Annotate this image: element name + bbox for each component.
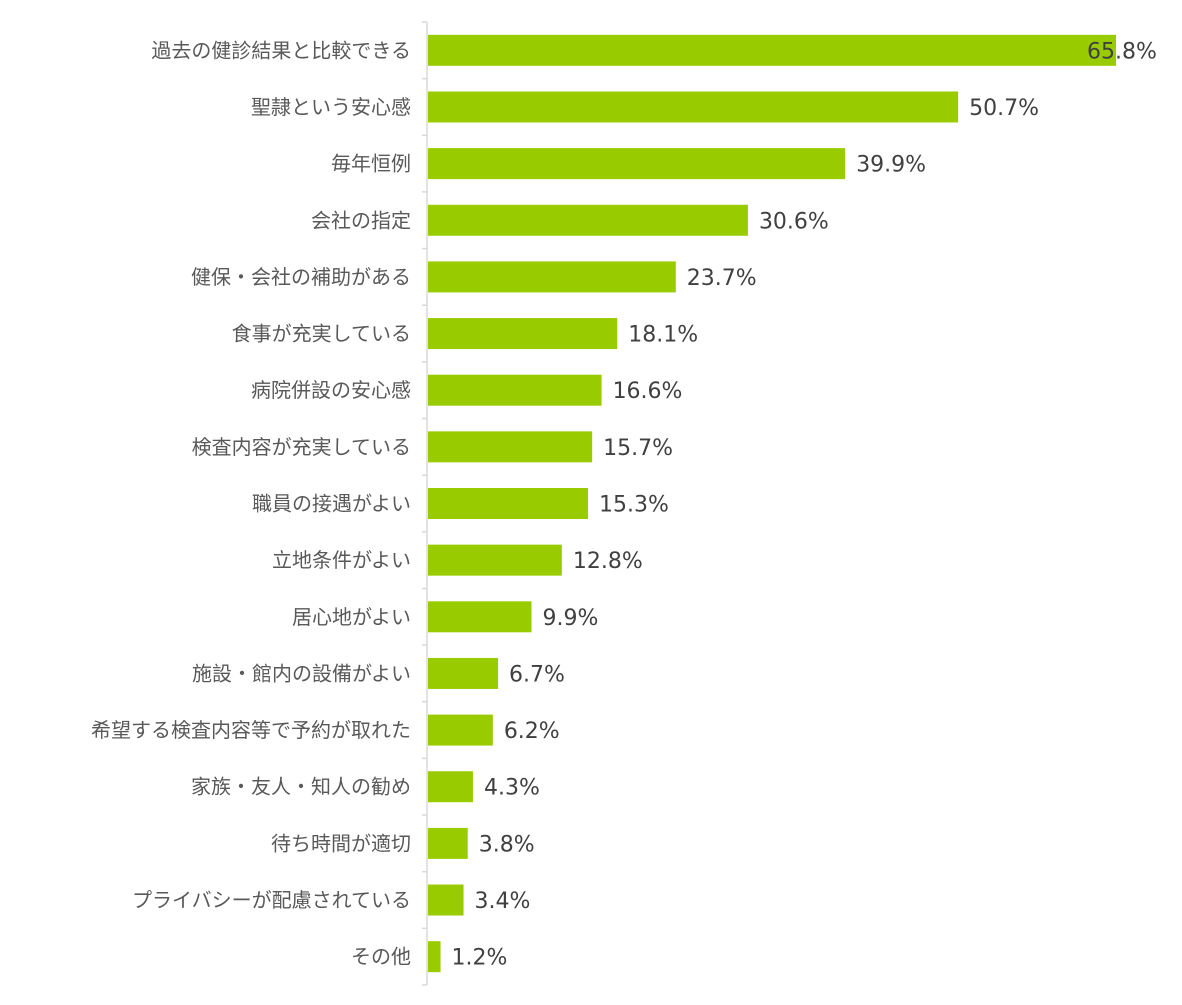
category-label: プライバシーが配慮されている xyxy=(132,888,411,912)
bar xyxy=(428,374,602,406)
bar xyxy=(428,204,748,236)
bar xyxy=(428,771,473,803)
data-label: 50.7% xyxy=(969,96,1039,121)
data-label: 1.2% xyxy=(452,946,508,971)
data-label: 30.6% xyxy=(759,209,829,234)
bar xyxy=(428,714,493,746)
bar xyxy=(428,91,959,123)
category-label: 立地条件がよい xyxy=(272,548,411,572)
category-label: 食事が充実している xyxy=(232,322,411,346)
category-label: 健保・会社の補助がある xyxy=(191,265,411,289)
bar xyxy=(428,488,588,519)
data-label: 3.8% xyxy=(479,832,535,857)
data-label: 65.8% xyxy=(1087,39,1157,64)
data-label: 3.4% xyxy=(475,889,531,914)
category-label: 希望する検査内容等で予約が取れた xyxy=(91,718,411,742)
bar xyxy=(428,544,562,576)
data-label: 6.7% xyxy=(509,662,565,687)
bar xyxy=(428,827,468,859)
category-label: 居心地がよい xyxy=(292,605,411,629)
category-label: 毎年恒例 xyxy=(331,152,411,176)
data-label: 4.3% xyxy=(484,776,540,801)
category-label: 家族・友人・知人の勧め xyxy=(191,775,411,799)
category-label: 聖隷という安心感 xyxy=(251,95,411,119)
data-label: 6.2% xyxy=(504,719,560,744)
data-label: 23.7% xyxy=(687,266,757,291)
bar xyxy=(428,657,499,689)
bar xyxy=(428,34,1116,66)
category-label: 病院併設の安心感 xyxy=(251,378,411,402)
bar xyxy=(428,431,593,463)
data-label: 12.8% xyxy=(573,549,643,574)
data-label: 39.9% xyxy=(856,153,926,178)
category-label: 待ち時間が適切 xyxy=(271,831,411,855)
bar xyxy=(428,884,464,916)
bar xyxy=(428,148,846,180)
bar xyxy=(428,318,618,350)
bar xyxy=(428,601,532,633)
category-label: 過去の健診結果と比較できる xyxy=(151,38,411,62)
data-label: 15.7% xyxy=(603,436,673,461)
bar xyxy=(428,261,676,293)
data-label: 16.6% xyxy=(613,379,683,404)
category-label: 職員の接遇がよい xyxy=(252,492,411,516)
category-label: 会社の指定 xyxy=(311,208,411,232)
data-label: 15.3% xyxy=(599,493,669,518)
bar xyxy=(428,941,441,973)
data-label: 9.9% xyxy=(543,606,599,631)
data-label: 18.1% xyxy=(628,323,698,348)
category-label: 検査内容が充実している xyxy=(192,435,411,459)
category-label: その他 xyxy=(351,945,411,969)
category-label: 施設・館内の設備がよい xyxy=(192,661,411,685)
